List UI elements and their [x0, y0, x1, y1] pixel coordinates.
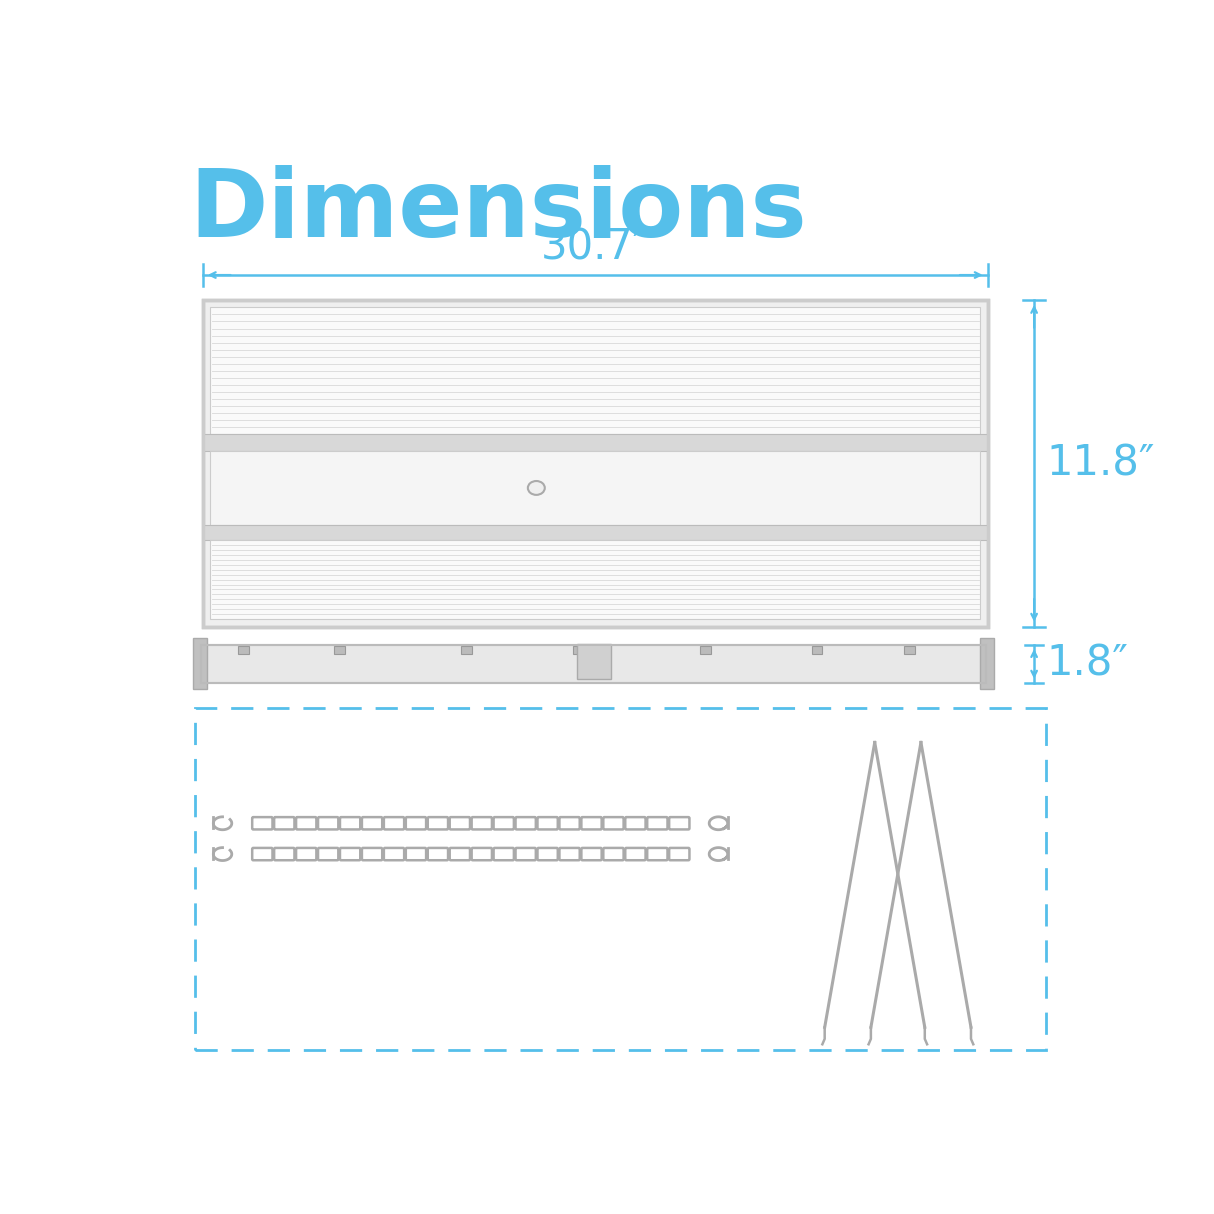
Bar [700, 646, 710, 654]
Bar [202, 645, 987, 683]
Bar [238, 646, 249, 654]
Bar [193, 498, 208, 549]
Text: 11.8″: 11.8″ [1046, 442, 1155, 484]
Bar [210, 540, 980, 619]
Bar [203, 300, 988, 626]
Bar [334, 646, 345, 654]
Bar [203, 524, 988, 540]
Text: Dimensions: Dimensions [189, 165, 807, 257]
Bar [461, 646, 472, 654]
Bar [980, 639, 994, 690]
Bar [210, 307, 980, 435]
Ellipse shape [528, 481, 545, 495]
Bar [812, 646, 822, 654]
Bar [573, 646, 584, 654]
Bar [194, 708, 1046, 1050]
Text: 30.7″: 30.7″ [541, 227, 649, 268]
Bar [193, 639, 208, 690]
Bar [202, 645, 987, 683]
Bar [203, 300, 988, 626]
Bar [203, 435, 988, 452]
Bar [577, 643, 611, 680]
Bar [904, 646, 915, 654]
Text: 1.8″: 1.8″ [1046, 643, 1128, 685]
Bar [210, 452, 980, 524]
